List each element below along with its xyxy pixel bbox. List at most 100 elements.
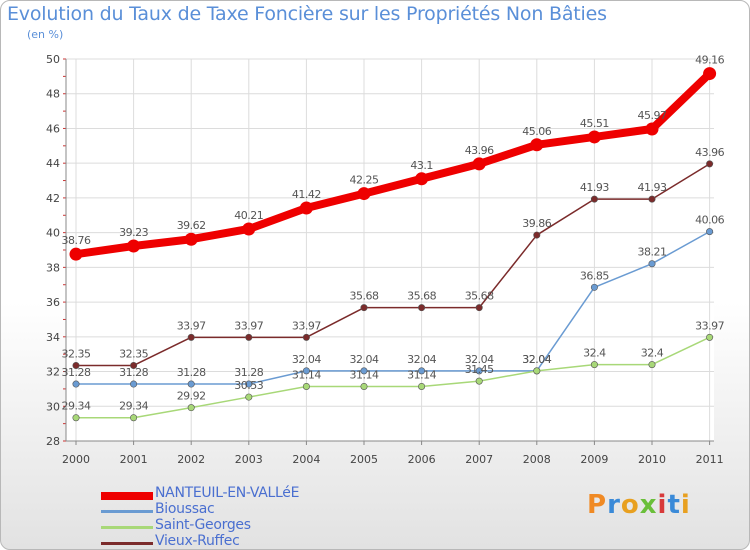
data-point-nanteuil-en-vall-e	[357, 187, 371, 201]
x-tick-label: 2006	[408, 453, 436, 466]
y-unit-label: (en %)	[27, 28, 64, 41]
y-tick-label: 36	[46, 296, 60, 309]
data-point-vieux-ruffec	[706, 160, 714, 168]
data-point-vieux-ruffec	[418, 304, 426, 312]
x-tick-label: 2004	[292, 453, 320, 466]
data-point-saint-georges	[706, 333, 714, 341]
data-label-saint-georges: 29.34	[62, 400, 91, 413]
data-point-bioussac	[187, 380, 195, 388]
data-point-bioussac	[130, 380, 138, 388]
data-label-bioussac: 40.06	[695, 214, 724, 227]
data-label-vieux-ruffec: 35.68	[407, 290, 436, 303]
series-line-saint-georges	[75, 336, 711, 419]
data-label-bioussac: 36.85	[580, 269, 609, 282]
data-point-nanteuil-en-vall-e	[530, 138, 544, 152]
y-tick-label: 30	[46, 400, 60, 413]
x-tick-label: 2005	[350, 453, 378, 466]
data-point-nanteuil-en-vall-e	[184, 232, 198, 246]
data-label-saint-georges: 32.04	[522, 353, 551, 366]
series-line-vieux-ruffec	[75, 163, 711, 367]
x-tick-label: 2003	[235, 453, 263, 466]
data-label-bioussac: 32.04	[407, 353, 436, 366]
data-label-vieux-ruffec: 33.97	[177, 319, 206, 332]
data-label-vieux-ruffec: 35.68	[465, 290, 494, 303]
y-tick-label: 42	[46, 192, 60, 205]
logo-letter: o	[620, 490, 640, 520]
data-point-saint-georges	[72, 414, 80, 422]
data-label-saint-georges: 31.45	[465, 363, 494, 376]
data-label-saint-georges: 31.14	[350, 368, 379, 381]
data-label-vieux-ruffec: 41.93	[580, 181, 609, 194]
x-tick-label: 2009	[580, 453, 608, 466]
data-point-vieux-ruffec	[130, 361, 138, 369]
data-point-bioussac	[648, 260, 656, 268]
data-point-nanteuil-en-vall-e	[299, 201, 313, 215]
data-point-vieux-ruffec	[590, 195, 598, 203]
y-tick-label: 34	[46, 331, 60, 344]
y-tick-label: 50	[46, 53, 60, 66]
data-point-vieux-ruffec	[533, 231, 541, 239]
data-label-saint-georges: 33.97	[695, 319, 724, 332]
data-label-vieux-ruffec: 33.97	[234, 319, 263, 332]
data-point-vieux-ruffec	[72, 361, 80, 369]
data-point-bioussac	[418, 367, 426, 375]
data-label-saint-georges: 29.92	[177, 390, 206, 403]
series-line-nanteuil-en-vall-e	[72, 69, 714, 259]
logo-letter: P	[587, 490, 608, 520]
data-point-vieux-ruffec	[187, 333, 195, 341]
data-point-bioussac	[475, 367, 483, 375]
data-point-saint-georges	[360, 382, 368, 390]
data-point-vieux-ruffec	[245, 333, 253, 341]
data-point-bioussac	[72, 380, 80, 388]
data-point-bioussac	[706, 228, 714, 236]
x-tick-label: 2002	[177, 453, 205, 466]
data-label-nanteuil-en-vall-e: 45.51	[580, 117, 609, 130]
y-tick-label: 32	[46, 366, 60, 379]
data-point-saint-georges	[302, 382, 310, 390]
data-label-nanteuil-en-vall-e: 39.62	[177, 219, 206, 232]
data-label-saint-georges: 31.14	[407, 368, 436, 381]
data-point-nanteuil-en-vall-e	[645, 122, 659, 136]
y-tick-label: 46	[46, 122, 60, 135]
data-label-saint-georges: 29.34	[119, 400, 148, 413]
y-tick-label: 28	[46, 435, 60, 448]
data-point-saint-georges	[590, 361, 598, 369]
x-tick-label: 2011	[696, 453, 724, 466]
data-label-bioussac: 32.04	[465, 353, 494, 366]
legend-label: Saint-Georges	[155, 517, 251, 533]
data-label-nanteuil-en-vall-e: 49.16	[695, 54, 724, 67]
data-label-nanteuil-en-vall-e: 41.42	[292, 188, 321, 201]
y-tick-label: 38	[46, 261, 60, 274]
data-point-nanteuil-en-vall-e	[472, 157, 486, 171]
x-tick-label: 2007	[465, 453, 493, 466]
legend-swatch	[101, 492, 153, 500]
data-point-nanteuil-en-vall-e	[587, 130, 601, 144]
logo-letter: i	[657, 490, 668, 520]
data-label-vieux-ruffec: 32.35	[119, 347, 148, 360]
data-point-saint-georges	[418, 382, 426, 390]
data-point-bioussac	[590, 283, 598, 291]
logo-letter: x	[639, 490, 658, 520]
data-point-vieux-ruffec	[302, 333, 310, 341]
data-point-saint-georges	[648, 361, 656, 369]
data-label-vieux-ruffec: 32.35	[62, 347, 91, 360]
plot-background	[66, 59, 714, 441]
data-point-saint-georges	[475, 377, 483, 385]
data-label-saint-georges: 30.53	[234, 379, 263, 392]
data-label-vieux-ruffec: 41.93	[638, 181, 667, 194]
data-label-saint-georges: 32.4	[641, 347, 664, 360]
data-point-saint-georges	[130, 414, 138, 422]
data-label-nanteuil-en-vall-e: 43.96	[465, 144, 494, 157]
data-label-nanteuil-en-vall-e: 39.23	[119, 226, 148, 239]
data-label-vieux-ruffec: 43.96	[695, 146, 724, 159]
data-label-bioussac: 31.28	[119, 366, 148, 379]
legend-label: Vieux-Ruffec	[155, 533, 240, 549]
logo-letter: t	[667, 490, 681, 520]
data-point-nanteuil-en-vall-e	[127, 239, 141, 253]
data-label-vieux-ruffec: 39.86	[522, 217, 551, 230]
x-tick-label: 2008	[523, 453, 551, 466]
data-label-nanteuil-en-vall-e: 40.21	[234, 209, 263, 222]
proxiti-logo: Proxiti	[587, 490, 691, 520]
